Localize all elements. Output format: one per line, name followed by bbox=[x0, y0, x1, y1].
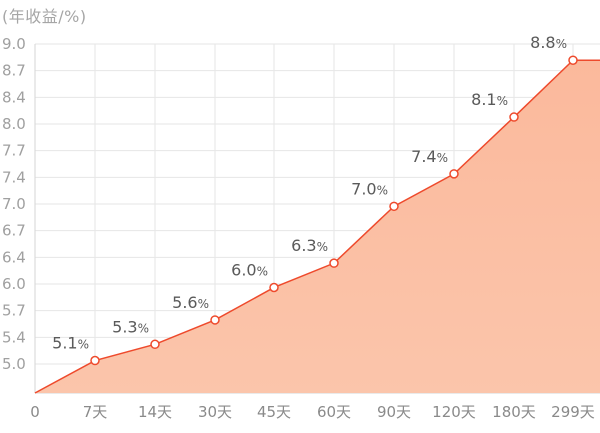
x-tick-label: 299天 bbox=[551, 403, 595, 421]
y-tick-label: 7.4 bbox=[2, 168, 26, 186]
data-point-marker bbox=[568, 55, 578, 65]
y-tick-label: 5.4 bbox=[2, 328, 26, 346]
data-label: 7.4% bbox=[411, 147, 448, 166]
y-tick-label: 6.4 bbox=[2, 248, 26, 266]
y-tick-label: 5.0 bbox=[2, 355, 26, 373]
data-label: 6.0% bbox=[231, 260, 268, 279]
y-tick-label: 8.7 bbox=[2, 62, 26, 80]
x-tick-label: 60天 bbox=[317, 403, 351, 421]
y-tick-label: 7.7 bbox=[2, 142, 26, 160]
axis-labels: 9.0 8.7 8.4 8.0 7.7 7.4 7.0 6.7 6.4 6.0 5.7 5.4 5.0 0… bbox=[2, 35, 595, 421]
x-tick-label: 14天 bbox=[138, 403, 172, 421]
y-tick-label: 8.0 bbox=[2, 115, 26, 133]
data-labels: 5.1% 5.3% 5.6% 6.0% 6.3% 7.0% 7.4% 8.1% 8.8% bbox=[52, 33, 567, 352]
data-point-marker bbox=[150, 339, 160, 350]
data-point-marker bbox=[269, 282, 279, 293]
data-label: 8.1% bbox=[471, 90, 508, 109]
y-tick-label: 5.7 bbox=[2, 302, 26, 320]
data-label: 5.6% bbox=[172, 293, 209, 312]
y-tick-label: 8.4 bbox=[2, 88, 26, 106]
x-tick-label: 30天 bbox=[198, 403, 232, 421]
y-tick-label: 9.0 bbox=[2, 35, 26, 53]
area-fill bbox=[35, 60, 600, 394]
data-point-marker bbox=[449, 169, 459, 179]
x-tick-label: 0 bbox=[30, 403, 40, 421]
y-tick-label: 6.7 bbox=[2, 222, 26, 240]
data-point-marker bbox=[509, 112, 519, 122]
x-tick-label: 120天 bbox=[432, 403, 476, 421]
data-label: 7.0% bbox=[351, 179, 388, 198]
y-tick-label: 6.0 bbox=[2, 275, 26, 293]
area-fill-layer bbox=[34, 59, 600, 394]
data-label: 5.1% bbox=[52, 334, 89, 353]
data-point-marker bbox=[210, 315, 220, 325]
data-label: 6.3% bbox=[291, 236, 328, 255]
x-tick-label: 90天 bbox=[377, 403, 411, 421]
y-tick-label: 7.0 bbox=[2, 195, 26, 213]
data-label: 5.3% bbox=[112, 317, 149, 336]
x-tick-label: 180天 bbox=[492, 403, 536, 421]
data-point-marker bbox=[389, 201, 399, 212]
x-tick-label: 45天 bbox=[257, 403, 291, 421]
x-tick-label: 7天 bbox=[83, 403, 108, 421]
y-axis-unit-label: (年收益/%) bbox=[2, 7, 87, 26]
data-point-marker bbox=[329, 258, 339, 268]
data-point-marker bbox=[90, 355, 100, 366]
data-markers bbox=[90, 55, 578, 366]
data-label: 8.8% bbox=[530, 33, 567, 52]
